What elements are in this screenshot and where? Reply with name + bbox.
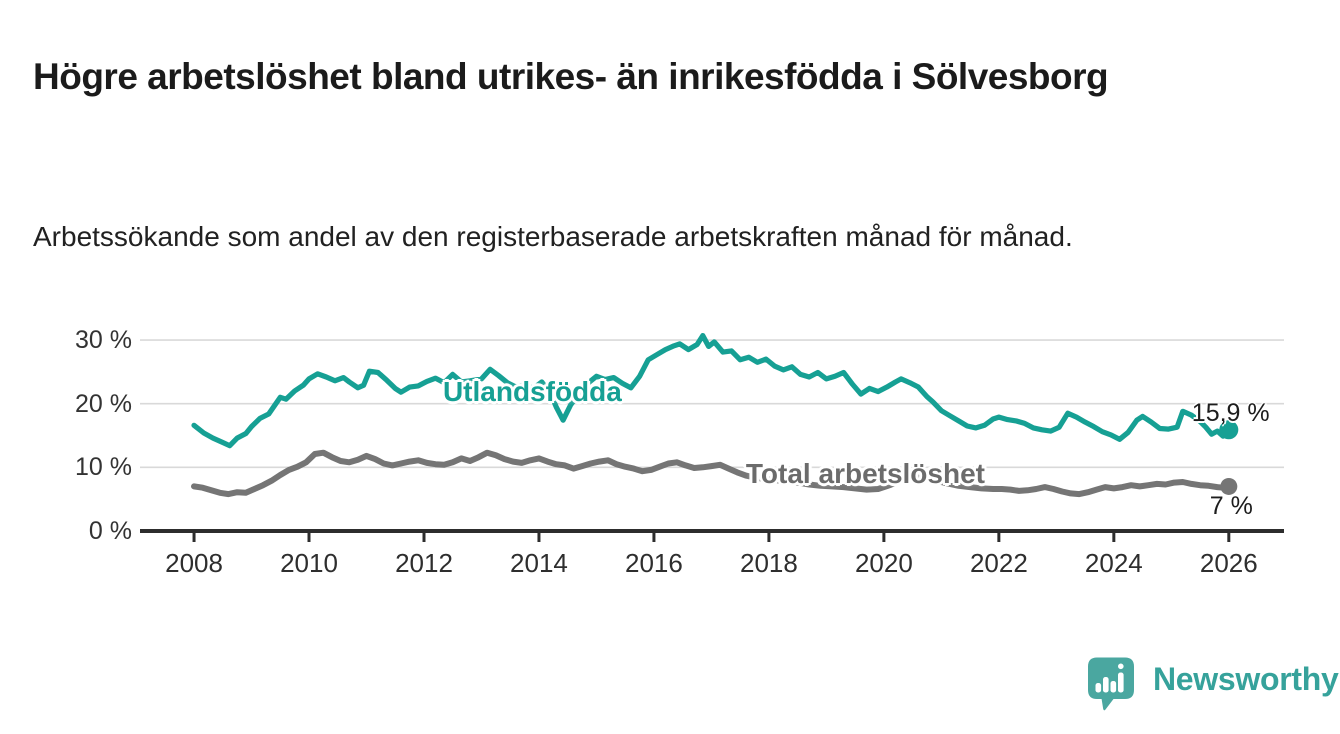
- x-axis-tick-label: 2022: [969, 548, 1028, 578]
- x-axis-tick-label: 2016: [625, 548, 683, 578]
- x-axis-tick-label: 2008: [165, 548, 223, 578]
- y-axis-tick-label: 10 %: [75, 453, 132, 482]
- chart-subtitle: Arbetssökande som andel av den registerb…: [33, 221, 1073, 252]
- newsworthy-logo-text: Newsworthy: [1153, 661, 1339, 697]
- y-axis-tick-label: 20 %: [75, 389, 132, 418]
- end-value-label: 7 %: [1209, 492, 1253, 521]
- x-axis-tick-label: 2024: [1084, 548, 1143, 578]
- y-axis-tick-label: 0 %: [88, 517, 132, 545]
- x-axis-tick-label: 2026: [1199, 548, 1258, 578]
- end-value-label: 15,9 %: [1191, 398, 1270, 427]
- chart-title: Högre arbetslöshet bland utrikes- än inr…: [33, 55, 1109, 97]
- x-axis-tick-label: 2014: [510, 548, 568, 578]
- x-axis-tick-label: 2010: [280, 548, 338, 578]
- series-annotation-utlandsfodda: Utlandsfödda: [442, 375, 622, 407]
- x-axis-tick-label: 2012: [395, 548, 453, 578]
- series-annotation-total: Total arbetslöshet: [745, 457, 985, 489]
- line-utlandsfodda: [191, 333, 1232, 449]
- y-axis-tick-label: 30 %: [75, 326, 132, 355]
- line-total: [191, 449, 1232, 498]
- newsworthy-speech-bubble-bar-chart-icon: [1088, 657, 1134, 711]
- end-dot-total: [1220, 477, 1238, 495]
- x-axis-tick-label: 2020: [854, 548, 913, 578]
- newsworthy-logo: Newsworthy: [1087, 656, 1339, 713]
- x-axis-tick-label: 2018: [739, 548, 798, 578]
- end-dot-utlandsfodda: [1219, 420, 1239, 440]
